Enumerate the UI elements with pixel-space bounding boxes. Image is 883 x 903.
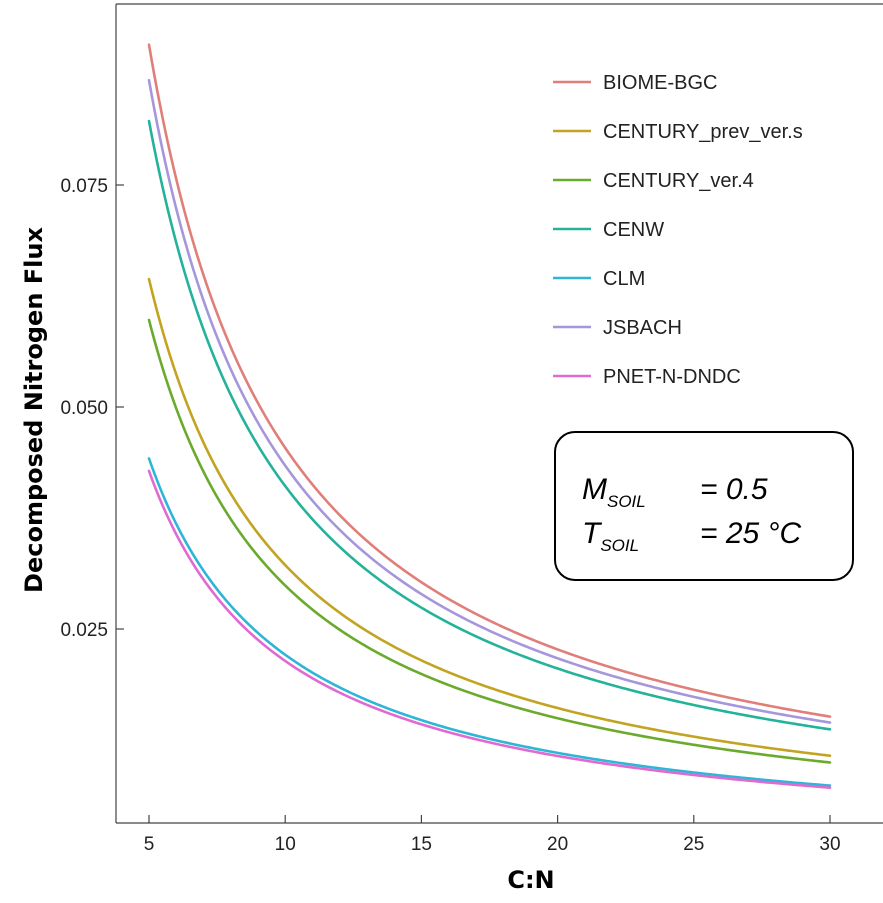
x-tick-label: 20 bbox=[547, 834, 568, 855]
x-tick-label: 10 bbox=[275, 834, 296, 855]
moisture-subscript: SOIL bbox=[607, 492, 646, 511]
annotation-line-temperature: TSOIL = 25 °C bbox=[582, 517, 802, 555]
temperature-subscript: SOIL bbox=[600, 536, 639, 555]
moisture-value: = 0.5 bbox=[700, 473, 768, 506]
series-line bbox=[147, 43, 832, 718]
series-line bbox=[147, 318, 832, 764]
temperature-value: = 25 °C bbox=[700, 517, 802, 550]
legend-label: CLM bbox=[603, 268, 645, 290]
x-axis-title: C:N bbox=[507, 866, 554, 894]
x-tick-label: 30 bbox=[819, 834, 840, 855]
legend-label: PNET-N-DNDC bbox=[603, 366, 741, 388]
series-line bbox=[147, 119, 832, 731]
y-tick-label: 0.075 bbox=[60, 176, 108, 197]
plot-area bbox=[115, 3, 883, 824]
legend-label: CENTURY_prev_ver.s bbox=[603, 121, 803, 143]
annotation-border bbox=[554, 431, 854, 581]
series-line bbox=[147, 469, 832, 789]
temperature-var: T bbox=[582, 517, 603, 550]
y-tick-label: 0.050 bbox=[60, 398, 108, 419]
legend-label: BIOME-BGC bbox=[603, 72, 717, 94]
series-line bbox=[147, 457, 832, 787]
legend-label: CENTURY_ver.4 bbox=[603, 170, 754, 192]
x-tick-label: 25 bbox=[683, 834, 704, 855]
moisture-var: M bbox=[582, 473, 607, 506]
series-line bbox=[147, 277, 832, 757]
x-tick-label: 5 bbox=[144, 834, 155, 855]
annotation-line-moisture: MSOIL = 0.5 bbox=[582, 473, 768, 511]
y-axis-title: Decomposed Nitrogen Flux bbox=[20, 227, 48, 593]
legend-label: CENW bbox=[603, 219, 664, 241]
annotation-box: MSOIL = 0.5 TSOIL = 25 °C bbox=[554, 431, 854, 581]
series-line bbox=[147, 78, 832, 724]
legend-label: JSBACH bbox=[603, 317, 682, 339]
y-tick-label: 0.025 bbox=[60, 620, 108, 641]
x-tick-label: 15 bbox=[411, 834, 432, 855]
